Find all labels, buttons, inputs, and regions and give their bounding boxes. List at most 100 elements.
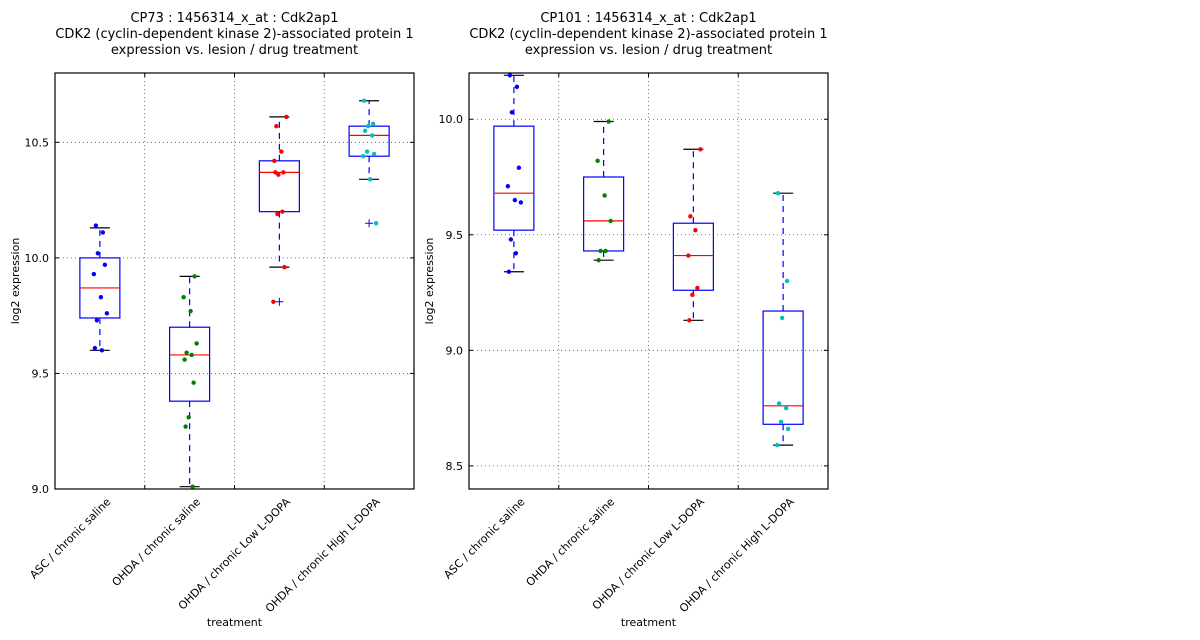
- data-point: [506, 269, 512, 274]
- box-4: [762, 192, 804, 446]
- data-point: [775, 190, 781, 196]
- data-point: [182, 357, 187, 362]
- data-point: [272, 158, 277, 164]
- data-point: [100, 230, 106, 235]
- data-point: [508, 237, 514, 242]
- x-tick-label: OHDA / chronic saline: [110, 495, 204, 589]
- data-point: [274, 123, 279, 129]
- y-axis-label: log2 expression: [9, 238, 22, 325]
- x-tick-label: ASC / chronic saline: [441, 495, 527, 581]
- box-iqr: [672, 222, 714, 291]
- data-point: [774, 442, 780, 448]
- data-point: [181, 294, 186, 300]
- box-iqr: [762, 310, 804, 425]
- data-point: [776, 401, 782, 406]
- data-point: [785, 426, 791, 432]
- data-point: [507, 73, 513, 78]
- data-point: [688, 214, 693, 219]
- data-point: [518, 200, 524, 205]
- data-point: [95, 251, 101, 256]
- data-point: [94, 318, 100, 323]
- data-point: [602, 193, 607, 198]
- data-point: [280, 209, 285, 214]
- data-point: [373, 221, 379, 226]
- data-point: [360, 154, 366, 159]
- data-point: [194, 341, 199, 346]
- data-point: [606, 119, 611, 124]
- box-iqr: [493, 125, 535, 231]
- data-point: [284, 114, 289, 120]
- data-point: [513, 251, 519, 256]
- data-point: [104, 311, 110, 316]
- data-point: [509, 110, 515, 115]
- data-point: [784, 278, 790, 284]
- data-point: [686, 253, 691, 258]
- data-point: [369, 133, 375, 138]
- data-point: [698, 147, 703, 152]
- data-point: [362, 128, 368, 133]
- data-point: [188, 308, 193, 314]
- data-point: [276, 172, 281, 177]
- axes-frame: [468, 72, 829, 490]
- chart-title-line: CP101 : 1456314_x_at : Cdk2ap1: [540, 11, 756, 26]
- data-point: [102, 262, 108, 268]
- data-point: [271, 299, 276, 304]
- data-point: [186, 415, 191, 420]
- data-point: [361, 98, 367, 103]
- data-point: [603, 248, 608, 254]
- x-tick-label: OHDA / chronic saline: [524, 495, 618, 589]
- data-point: [282, 264, 287, 270]
- y-tick-label: 10.0: [439, 113, 464, 126]
- data-point: [183, 424, 188, 429]
- data-point: [364, 149, 370, 154]
- box-1: [493, 74, 535, 273]
- data-point: [281, 170, 286, 175]
- chart-title-line: CP73 : 1456314_x_at : Cdk2ap1: [130, 11, 338, 26]
- data-point: [598, 248, 603, 254]
- y-tick-label: 10.0: [25, 252, 50, 265]
- outlier-marker: [365, 219, 374, 228]
- data-point: [778, 419, 784, 425]
- data-point: [275, 211, 280, 217]
- y-tick-label: 8.5: [446, 460, 464, 473]
- x-axis-label: treatment: [207, 616, 263, 629]
- data-point: [273, 170, 278, 175]
- axes-frame: [54, 72, 415, 490]
- chart-title-line: expression vs. lesion / drug treatment: [525, 43, 772, 58]
- data-point: [365, 123, 371, 129]
- box-iqr: [169, 326, 211, 402]
- y-tick-label: 10.5: [25, 136, 50, 149]
- data-point: [98, 294, 104, 300]
- y-tick-label: 9.0: [446, 344, 464, 357]
- data-point: [189, 352, 194, 358]
- data-point: [690, 292, 695, 298]
- data-point: [91, 271, 97, 277]
- y-tick-label: 9.5: [446, 229, 464, 242]
- data-point: [371, 151, 377, 157]
- chart-title-line: CDK2 (cyclin-dependent kinase 2)-associa…: [55, 27, 413, 42]
- y-tick-label: 9.0: [32, 483, 50, 496]
- data-point: [695, 285, 700, 291]
- data-point: [514, 84, 520, 90]
- data-point: [93, 223, 99, 228]
- x-axis-label: treatment: [621, 616, 677, 629]
- data-point: [192, 274, 197, 279]
- data-point: [783, 405, 789, 411]
- data-point: [92, 345, 98, 351]
- data-point: [370, 121, 376, 127]
- data-point: [505, 184, 511, 189]
- data-point: [595, 158, 600, 164]
- data-point: [687, 318, 692, 323]
- outlier-marker: [275, 297, 284, 306]
- data-point: [516, 165, 522, 170]
- data-point: [693, 227, 698, 233]
- data-point: [512, 197, 518, 203]
- data-point: [190, 484, 195, 489]
- box-iqr: [258, 160, 300, 213]
- data-point: [608, 218, 613, 224]
- chart-title-line: expression vs. lesion / drug treatment: [111, 43, 358, 58]
- y-tick-label: 9.5: [32, 367, 50, 380]
